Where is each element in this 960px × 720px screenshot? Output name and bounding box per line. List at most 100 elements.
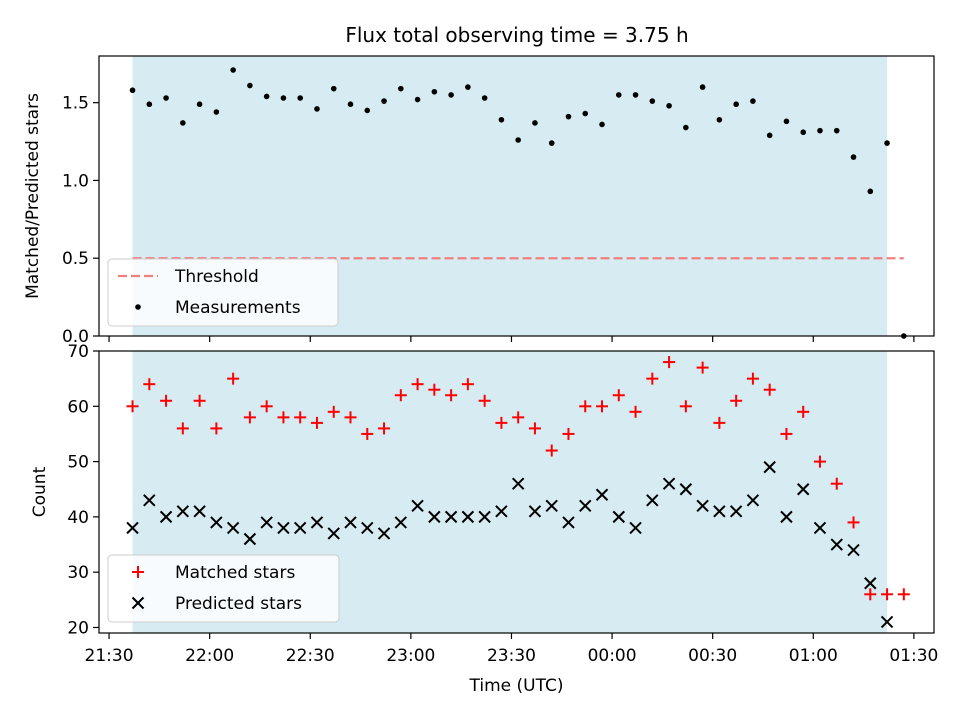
x-tick-label: 01:00 bbox=[789, 646, 838, 666]
measurement-point bbox=[750, 98, 756, 104]
measurement-point bbox=[766, 132, 773, 139]
top-legend: Threshold Measurements bbox=[107, 258, 339, 327]
predicted-star-point bbox=[847, 543, 860, 557]
matched-star-point bbox=[713, 416, 726, 429]
measurement-point bbox=[381, 98, 387, 104]
chart-title: Flux total observing time = 3.75 h bbox=[345, 23, 688, 47]
matched-star-point bbox=[277, 411, 290, 424]
matched-star-point bbox=[143, 378, 156, 391]
bottom-y-tick-label: 60 bbox=[67, 397, 89, 417]
matched-star-point bbox=[495, 416, 508, 429]
matched-star-point bbox=[797, 405, 810, 418]
predicted-star-point bbox=[226, 521, 240, 535]
matched-star-point bbox=[428, 383, 441, 396]
measurement-point bbox=[733, 101, 739, 108]
predicted-star-point bbox=[646, 494, 659, 507]
predicted-star-point bbox=[428, 510, 441, 524]
measurement-point bbox=[163, 95, 169, 101]
measurement-point bbox=[314, 106, 320, 112]
measurement-point bbox=[448, 92, 454, 98]
matched-star-point bbox=[411, 378, 424, 391]
predicted-star-point bbox=[595, 488, 609, 501]
matched-star-point bbox=[461, 378, 474, 391]
legend-predicted-swatch bbox=[131, 596, 145, 610]
bottom-y-tick-label: 30 bbox=[67, 563, 89, 583]
measurement-point bbox=[599, 121, 605, 128]
matched-star-point bbox=[344, 411, 357, 424]
matched-star-point bbox=[528, 422, 541, 435]
predicted-star-point bbox=[159, 510, 173, 524]
x-tick-label: 22:30 bbox=[286, 646, 335, 666]
predicted-star-point bbox=[327, 527, 340, 540]
matched-star-point bbox=[629, 405, 642, 418]
measurement-point bbox=[666, 102, 672, 109]
matched-star-point bbox=[512, 411, 525, 424]
measurement-point bbox=[263, 93, 270, 100]
predicted-star-point bbox=[277, 521, 290, 535]
bottom-legend: Matched stars Predicted stars bbox=[107, 554, 340, 623]
top-plot-marks bbox=[129, 67, 907, 339]
measurement-point bbox=[297, 95, 304, 101]
matched-star-point bbox=[176, 422, 189, 435]
matched-star-point bbox=[646, 372, 659, 385]
predicted-star-point bbox=[830, 538, 843, 551]
matched-star-point bbox=[193, 394, 206, 407]
matched-star-point bbox=[361, 427, 374, 440]
predicted-star-point bbox=[344, 516, 357, 529]
measurement-point bbox=[146, 101, 153, 108]
predicted-star-point bbox=[528, 505, 542, 518]
matched-star-point bbox=[612, 389, 625, 402]
predicted-star-point bbox=[193, 505, 206, 518]
bottom-x-ticks: 21:30 22:00 22:30 23:00 23:30 00:00 00:30 01:00… bbox=[85, 633, 938, 666]
top-y-tick-label: 0.0 bbox=[62, 327, 89, 347]
x-tick-label: 00:00 bbox=[588, 646, 637, 666]
measurement-point bbox=[582, 110, 589, 117]
matched-star-point bbox=[327, 405, 340, 418]
predicted-star-point bbox=[562, 516, 575, 529]
measurement-point bbox=[230, 67, 236, 73]
matched-star-point bbox=[478, 394, 491, 407]
measurement-point bbox=[414, 96, 421, 103]
matched-star-point bbox=[847, 516, 860, 529]
predicted-star-point bbox=[394, 516, 408, 529]
predicted-star-point bbox=[696, 499, 709, 513]
predicted-star-point bbox=[243, 532, 257, 546]
predicted-star-point bbox=[511, 477, 525, 490]
top-plot-panel: 0.0 0.5 1.0 1.5 Matched/Predicted stars Thr… bbox=[23, 55, 935, 347]
measurement-point bbox=[515, 137, 521, 143]
predicted-star-point bbox=[729, 505, 743, 518]
measurement-point bbox=[280, 95, 287, 101]
measurement-point bbox=[649, 98, 656, 104]
legend-measurement-swatch bbox=[135, 304, 141, 310]
matched-star-point bbox=[445, 389, 458, 402]
top-y-tick-label: 1.0 bbox=[62, 171, 89, 191]
predicted-star-point bbox=[176, 505, 190, 518]
predicted-star-point bbox=[293, 521, 307, 535]
predicted-star-point bbox=[545, 499, 558, 513]
legend-matched-swatch bbox=[132, 566, 144, 578]
measurement-point bbox=[213, 109, 220, 115]
predicted-star-point bbox=[377, 527, 391, 540]
predicted-star-point bbox=[713, 505, 726, 518]
measurement-point bbox=[129, 87, 136, 94]
measurement-point bbox=[850, 154, 857, 160]
measurement-point bbox=[699, 84, 706, 90]
measurement-point bbox=[398, 85, 404, 92]
top-y-ticks: 0.0 0.5 1.0 1.5 bbox=[62, 94, 99, 347]
legend-label: Measurements bbox=[175, 298, 301, 318]
matched-star-point bbox=[160, 394, 173, 407]
x-tick-label: 01:30 bbox=[889, 646, 938, 666]
measurement-point bbox=[364, 107, 371, 114]
legend-box bbox=[107, 554, 340, 623]
predicted-star-point bbox=[461, 510, 475, 524]
predicted-star-point bbox=[310, 516, 324, 529]
measurement-point bbox=[833, 127, 840, 134]
matched-star-point bbox=[310, 416, 323, 429]
legend-label: Matched stars bbox=[175, 563, 295, 583]
measurement-point bbox=[565, 113, 572, 120]
matched-star-point bbox=[394, 389, 407, 402]
matched-star-point bbox=[378, 422, 391, 435]
matched-star-point bbox=[813, 455, 826, 468]
x-tick-label: 00:30 bbox=[688, 646, 737, 666]
